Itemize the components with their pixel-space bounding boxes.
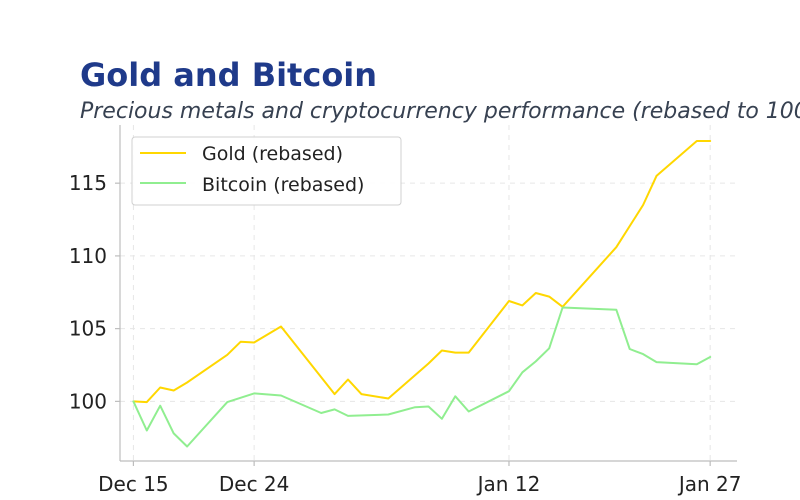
y-tick-label: 115 [69, 171, 107, 195]
tick-labels: 100 105 110 115 Dec 15 Dec 24 Jan 12 Jan 27 [69, 171, 742, 496]
legend-box [131, 136, 402, 206]
legend-label-gold: Gold (rebased) [202, 143, 343, 165]
chart-title: Gold and Bitcoin [80, 56, 377, 94]
x-tick-label: Dec 24 [219, 472, 290, 496]
y-tick-label: 110 [69, 244, 107, 268]
y-tick-label: 105 [69, 317, 107, 341]
y-tick-label: 100 [69, 389, 107, 413]
series-layer [132, 140, 712, 448]
x-tick-label: Jan 27 [677, 472, 742, 496]
series-line-bitcoin [132, 306, 712, 448]
series-line-gold [132, 140, 712, 404]
x-tick-label: Jan 12 [476, 472, 541, 496]
legend: Gold (rebased) Bitcoin (rebased) [131, 136, 402, 206]
chart-subtitle: Precious metals and cryptocurrency perfo… [80, 99, 800, 124]
legend-label-bitcoin: Bitcoin (rebased) [202, 174, 364, 196]
x-tick-label: Dec 15 [98, 472, 169, 496]
